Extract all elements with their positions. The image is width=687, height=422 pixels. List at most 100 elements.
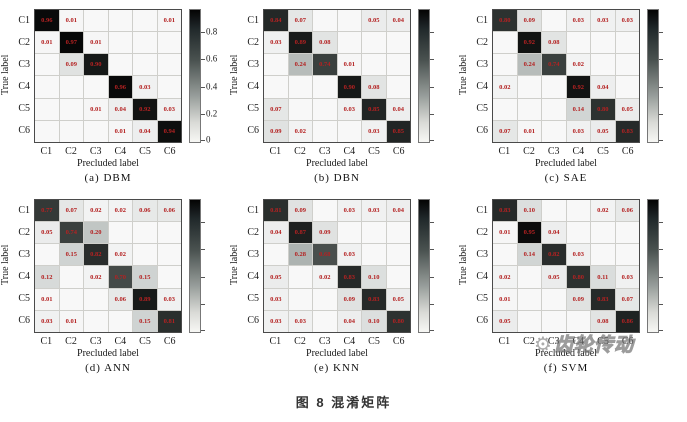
x-tick-label: C5	[368, 146, 380, 157]
cell-value: 0.87	[294, 229, 306, 237]
x-tick-label: C3	[547, 336, 560, 347]
x-tick-label: C1	[269, 336, 282, 347]
cell-value: 0.92	[139, 105, 151, 113]
matrix-cell	[157, 54, 181, 76]
cell-value: 0.02	[597, 207, 609, 215]
matrix-cell	[313, 98, 337, 120]
matrix-cell	[542, 98, 566, 120]
matrix-cell	[313, 10, 337, 32]
cell-value: 0.24	[523, 61, 535, 69]
x-tick-label: C6	[621, 336, 634, 347]
matrix-cell: 0.01	[493, 288, 517, 310]
y-tick-label: C2	[247, 226, 259, 238]
matrix-cell	[386, 54, 410, 76]
cell-value: 0.03	[572, 17, 584, 25]
cell-value: 0.02	[114, 251, 126, 259]
cell-value: 0.01	[114, 127, 126, 135]
cell-value: 0.01	[41, 295, 53, 303]
matrix-cell	[35, 244, 59, 266]
y-tick-label: C4	[247, 270, 259, 282]
matrix-cell: 0.15	[133, 266, 157, 288]
matrix-cell	[59, 266, 83, 288]
matrix-cell	[542, 120, 566, 142]
cell-value: 0.96	[114, 83, 126, 91]
matrix-cell	[542, 200, 566, 222]
matrix-cell: 0.07	[493, 120, 517, 142]
matrix-cell: 0.83	[362, 288, 386, 310]
cell-value: 0.03	[621, 273, 633, 281]
cell-value: 0.05	[621, 105, 633, 113]
y-tick-label: C3	[18, 58, 30, 70]
matrix-cell: 0.74	[59, 222, 83, 244]
cell-value: 0.92	[572, 83, 584, 91]
x-tick-label: C3	[547, 146, 560, 157]
matrix-cell	[542, 10, 566, 32]
matrix-cell: 0.03	[362, 200, 386, 222]
y-tick-label: C1	[247, 204, 259, 216]
matrix-cell: 0.96	[108, 76, 132, 98]
matrix-cell: 0.10	[517, 200, 541, 222]
matrix-cell	[264, 54, 288, 76]
cell-value: 0.04	[343, 317, 355, 325]
y-tick-label: C3	[247, 248, 259, 260]
matrix-cell: 0.02	[288, 120, 312, 142]
cell-value: 0.11	[597, 273, 609, 281]
matrix-cell: 0.04	[591, 76, 615, 98]
y-tick-label: C4	[476, 80, 488, 92]
matrix-cell	[133, 10, 157, 32]
cell-value: 0.90	[343, 83, 355, 91]
matrix-cell: 0.20	[84, 222, 108, 244]
cell-value: 0.68	[319, 251, 331, 259]
colorbar-tick	[659, 87, 663, 88]
cell-value: 0.28	[294, 251, 306, 259]
matrix-cell: 0.03	[288, 310, 312, 332]
matrix-cell: 0.77	[35, 200, 59, 222]
colorbar	[418, 199, 458, 333]
y-tick-labels: C1 C2 C3 C4 C5 C6	[242, 199, 263, 331]
colorbar-tick	[659, 222, 663, 223]
matrix-cell: 0.12	[35, 266, 59, 288]
matrix-cell: 0.11	[591, 266, 615, 288]
matrix-cell: 0.83	[337, 266, 361, 288]
cell-value: 0.12	[41, 273, 53, 281]
matrix-cell	[84, 120, 108, 142]
cell-value: 0.15	[65, 251, 77, 259]
matrix-cell	[493, 54, 517, 76]
matrix-cell	[615, 54, 639, 76]
matrix-cell: 0.82	[542, 244, 566, 266]
matrix-cell: 0.92	[133, 98, 157, 120]
x-tick-label: C5	[597, 146, 609, 157]
cell-value: 0.01	[90, 105, 102, 113]
matrix-cell: 0.07	[615, 288, 639, 310]
cell-value: 0.03	[368, 207, 380, 215]
panel-caption: (f) SVM	[543, 362, 589, 374]
cell-value: 0.74	[65, 229, 77, 237]
matrix-cell	[615, 222, 639, 244]
matrix-cell	[615, 244, 639, 266]
cell-value: 0.02	[90, 207, 102, 215]
colorbar-tick	[201, 330, 205, 331]
colorbar-tick-label: 0.6	[206, 53, 218, 64]
matrix-cell: 0.03	[35, 310, 59, 332]
x-tick-label: C3	[318, 336, 331, 347]
y-tick-label: C3	[476, 248, 488, 260]
y-tick-label: C6	[247, 314, 259, 326]
y-tick-label: C3	[247, 58, 259, 70]
matrix-cell: 0.03	[264, 310, 288, 332]
matrix-cell: 0.04	[264, 222, 288, 244]
matrix-cell	[108, 10, 132, 32]
colorbar-tick	[659, 140, 663, 141]
cell-value: 0.10	[368, 273, 380, 281]
matrix-cell	[542, 310, 566, 332]
matrix-cell	[84, 76, 108, 98]
matrix-cell: 0.03	[264, 32, 288, 54]
y-axis-label: True label	[0, 54, 11, 96]
matrix-cell: 0.03	[337, 244, 361, 266]
cell-value: 0.83	[597, 295, 609, 303]
matrix-cell: 0.02	[84, 266, 108, 288]
y-tick-label: C3	[476, 58, 488, 70]
x-axis-label: Precluded label	[77, 348, 139, 359]
x-tick-label: C6	[621, 146, 634, 157]
x-tick-label: C2	[294, 146, 306, 157]
matrix-cell: 0.02	[313, 266, 337, 288]
